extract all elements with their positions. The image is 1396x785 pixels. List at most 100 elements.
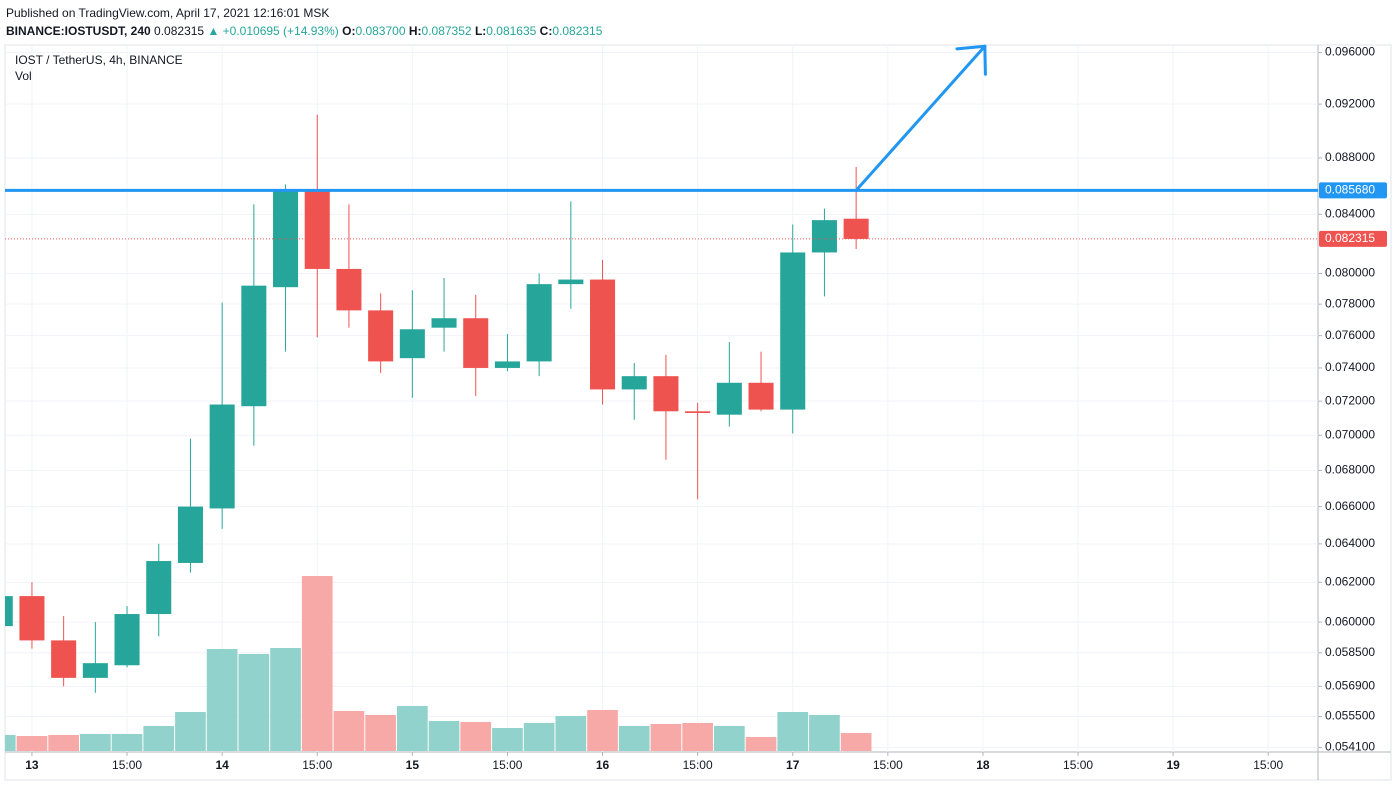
volume-bar: [428, 721, 460, 751]
price-label: 0.082315: [1325, 231, 1375, 245]
x-tick-label: 15: [406, 758, 420, 772]
y-tick-label: 0.096000: [1325, 45, 1375, 59]
ohlc-value: 0.082315: [552, 24, 603, 38]
x-tick-label: 15:00: [1063, 758, 1093, 772]
candle-body: [494, 361, 520, 368]
x-tick-label: 17: [786, 758, 800, 772]
trend-arrow: [854, 44, 987, 192]
x-tick-label: 15:00: [112, 758, 142, 772]
y-tick-label: 0.060000: [1325, 614, 1375, 628]
volume-bar: [713, 726, 745, 751]
volume-bar: [238, 654, 270, 751]
volume-bar: [777, 712, 809, 751]
candle-body: [114, 614, 140, 666]
y-tick-label: 0.072000: [1325, 393, 1375, 407]
candle-body: [811, 220, 837, 253]
y-tick-label: 0.092000: [1325, 96, 1375, 110]
y-tick-label: 0.080000: [1325, 266, 1375, 280]
symbol-line: BINANCE:IOSTUSDT, 240 0.082315 ▲ +0.0106…: [6, 22, 602, 40]
y-tick-label: 0.058500: [1325, 645, 1375, 659]
volume-bar: [5, 735, 16, 751]
y-tick-label: 0.064000: [1325, 536, 1375, 550]
candle-body: [241, 285, 267, 407]
x-tick-label: 15:00: [1253, 758, 1283, 772]
y-tick-label: 0.088000: [1325, 150, 1375, 164]
volume-bar: [523, 723, 555, 751]
price-label-box: [1319, 230, 1387, 247]
ohlc-key: H:: [408, 24, 422, 38]
volume-bar: [840, 733, 872, 751]
candle-body: [336, 268, 362, 311]
x-tick-label: 13: [25, 758, 39, 772]
x-tick-label: 19: [1166, 758, 1180, 772]
arrow-head: [983, 44, 987, 76]
volume-bar: [111, 734, 143, 751]
volume-label: Vol: [15, 69, 32, 83]
candle-body: [19, 596, 45, 641]
x-tick-label: 18: [976, 758, 990, 772]
published-line: Published on TradingView.com, April 17, …: [6, 6, 330, 20]
pane-title: IOST / TetherUS, 4h, BINANCE: [15, 53, 183, 67]
volume-bar: [618, 726, 650, 751]
x-tick-label: 14: [215, 758, 229, 772]
x-tick-label: 15:00: [492, 758, 522, 772]
volume-bar: [206, 649, 238, 751]
candle-body: [5, 596, 13, 627]
volume-bar: [587, 710, 618, 751]
candle-body: [273, 190, 299, 288]
candle-body: [843, 218, 869, 239]
y-tick-label: 0.068000: [1325, 463, 1375, 477]
y-tick-label: 0.066000: [1325, 499, 1375, 513]
y-tick-label: 0.074000: [1325, 360, 1375, 374]
ohlc-value: 0.083700: [355, 24, 406, 38]
candle-body: [590, 279, 616, 390]
y-tick-label: 0.056900: [1325, 679, 1375, 693]
volume-bar: [396, 706, 428, 751]
ohlc-value: 0.081635: [486, 24, 537, 38]
candle-body: [558, 279, 584, 285]
y-tick-label: 0.078000: [1325, 296, 1375, 310]
volume-bar: [745, 737, 777, 751]
volume-bar: [492, 728, 523, 751]
y-tick-label: 0.054100: [1325, 740, 1375, 754]
volume-bar: [270, 648, 301, 751]
change: ▲ +0.010695 (+14.93%): [207, 24, 339, 38]
y-tick-label: 0.070000: [1325, 427, 1375, 441]
x-tick-label: 15:00: [873, 758, 903, 772]
ohlc-key: C:: [539, 24, 553, 38]
candle-body: [653, 376, 679, 412]
volume-bar: [365, 715, 396, 751]
candle-body: [209, 404, 235, 509]
candle-body: [716, 382, 742, 415]
price-label: 0.085680: [1325, 183, 1375, 197]
candle-body: [51, 640, 77, 678]
arrow-head: [955, 44, 987, 51]
volume-bar: [79, 734, 111, 751]
candle-body: [685, 411, 711, 413]
candle-body: [780, 252, 806, 410]
ohlc-value: 0.087352: [421, 24, 472, 38]
candle-body: [82, 663, 108, 678]
candle-body: [621, 376, 647, 390]
last-price: 0.082315: [154, 24, 205, 38]
candle-body: [463, 318, 489, 368]
candle-body: [431, 318, 457, 328]
volume-bar: [301, 576, 333, 751]
volume-bar: [555, 716, 587, 751]
volume-bar: [143, 726, 175, 751]
ohlc-key: L:: [474, 24, 487, 38]
y-tick-label: 0.076000: [1325, 328, 1375, 342]
volume-bar: [650, 724, 682, 751]
candle-body: [368, 310, 394, 362]
candle-body: [526, 284, 552, 362]
header: Published on TradingView.com, April 17, …: [6, 4, 602, 40]
y-tick-label: 0.062000: [1325, 575, 1375, 589]
x-tick-label: 16: [596, 758, 610, 772]
y-tick-label: 0.055500: [1325, 709, 1375, 723]
symbol: BINANCE:IOSTUSDT, 240: [6, 24, 151, 38]
volume-bar: [16, 736, 48, 751]
volume-bar: [460, 722, 492, 751]
price-label-box: [1319, 182, 1387, 199]
candle-body: [748, 382, 774, 410]
